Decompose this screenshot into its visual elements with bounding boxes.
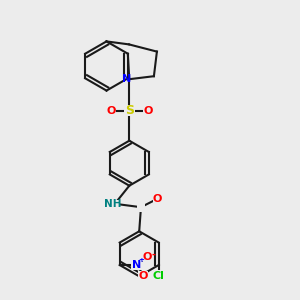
- Text: O: O: [143, 252, 152, 262]
- Bar: [106, 200, 119, 209]
- Text: O: O: [106, 106, 116, 116]
- Text: Cl: Cl: [153, 271, 165, 281]
- Bar: [136, 203, 145, 212]
- Text: O: O: [152, 194, 162, 204]
- Text: -: -: [151, 250, 155, 260]
- Text: +: +: [139, 257, 145, 263]
- Bar: [138, 271, 148, 280]
- Bar: [124, 105, 135, 116]
- Text: NH: NH: [104, 199, 122, 209]
- Text: S: S: [125, 104, 134, 117]
- Bar: [142, 252, 153, 262]
- Text: O: O: [143, 106, 153, 116]
- Bar: [152, 271, 165, 280]
- Bar: [142, 105, 153, 116]
- Bar: [131, 260, 142, 270]
- Text: N: N: [132, 260, 141, 270]
- Bar: [105, 105, 116, 116]
- Text: O: O: [138, 271, 148, 281]
- Text: N: N: [122, 74, 131, 84]
- Bar: [153, 195, 161, 203]
